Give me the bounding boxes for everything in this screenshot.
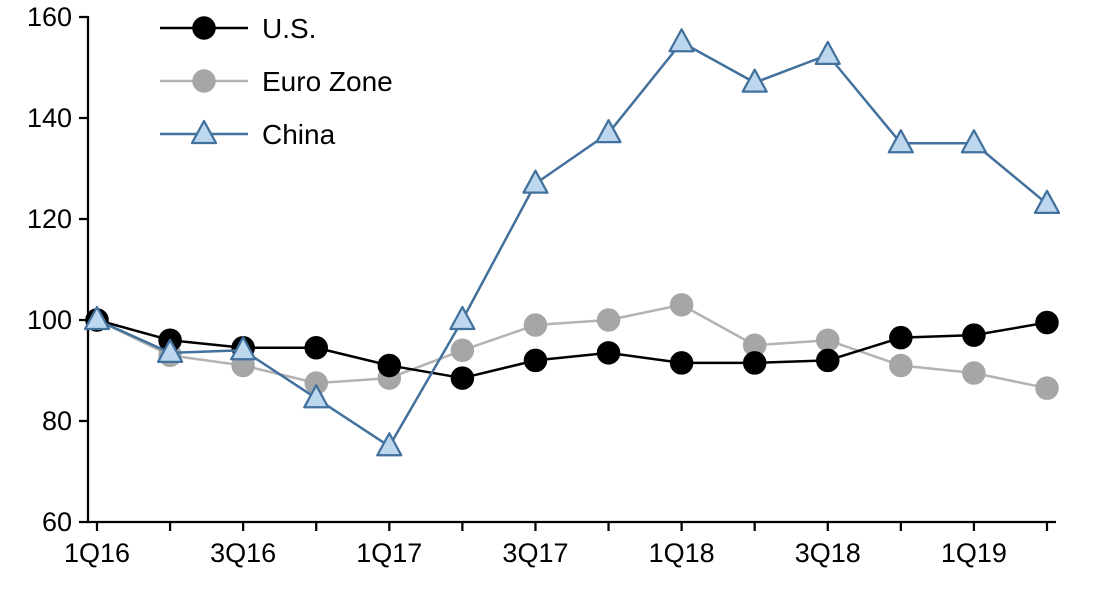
- euro-zone-marker: [669, 293, 694, 317]
- u-s-marker: [962, 323, 986, 347]
- legend-label: China: [262, 119, 336, 150]
- y-tick-label: 80: [42, 406, 72, 436]
- china-marker: [668, 28, 695, 53]
- x-tick-label: 1Q16: [64, 538, 130, 568]
- u-s-marker: [523, 348, 548, 373]
- u-s-marker: [742, 351, 767, 375]
- china-marker: [741, 68, 768, 93]
- u-s-marker: [889, 325, 913, 350]
- legend-item-china: China: [160, 119, 336, 150]
- u-s-marker: [1035, 310, 1059, 335]
- x-tick-label: 1Q17: [356, 538, 422, 568]
- euro-zone-marker: [1035, 376, 1059, 400]
- china-marker: [1033, 189, 1061, 214]
- euro-zone-line: [95, 303, 1049, 390]
- axes: 60 80 100 120 140 160 1Q16 3Q16 1Q17 3Q17 1Q18 3Q18…: [27, 2, 1056, 568]
- china-marker: [960, 129, 988, 154]
- x-axis-ticks: 1Q16 3Q16 1Q17 3Q17 1Q18 3Q18 1Q19: [64, 522, 1049, 568]
- legend-label: U.S.: [262, 13, 316, 44]
- euro-zone-marker: [889, 353, 913, 378]
- china-marker: [522, 169, 549, 194]
- u-s-line: [95, 318, 1049, 380]
- china-line: [95, 41, 1049, 448]
- u-s-marker: [377, 353, 402, 378]
- euro-zone-marker: [962, 361, 986, 385]
- euro-zone-marker: [192, 69, 216, 93]
- china-marker: [83, 305, 111, 331]
- y-tick-label: 100: [27, 305, 72, 335]
- euro-zone-marker: [523, 313, 548, 337]
- euro-zone-marker: [450, 338, 475, 363]
- china-series: [83, 28, 1061, 457]
- china-marker: [887, 129, 914, 154]
- china-marker: [376, 432, 403, 457]
- china-marker: [230, 336, 257, 361]
- y-tick-label: 60: [42, 507, 72, 537]
- y-axis-ticks: 60 80 100 120 140 160: [27, 2, 88, 537]
- y-tick-label: 120: [27, 204, 72, 234]
- euro-zone-marker: [596, 308, 621, 332]
- china-marker: [156, 338, 184, 363]
- legend-label: Euro Zone: [262, 66, 393, 97]
- u-s-marker: [192, 16, 216, 40]
- x-tick-label: 3Q17: [502, 538, 568, 568]
- x-tick-label: 1Q19: [941, 538, 1007, 568]
- u-s-series: [85, 308, 1059, 390]
- legend-item-u-s: U.S.: [160, 13, 316, 44]
- u-s-marker: [596, 341, 621, 365]
- x-tick-label: 3Q16: [210, 538, 276, 568]
- y-tick-label: 140: [27, 103, 72, 133]
- u-s-marker: [669, 351, 694, 375]
- china-marker: [595, 119, 622, 144]
- legend-item-euro-zone: Euro Zone: [160, 66, 393, 97]
- euro-zone-marker: [816, 328, 840, 352]
- legend: U.S. Euro Zone China: [160, 13, 393, 150]
- u-s-marker: [450, 366, 475, 390]
- x-tick-label: 1Q18: [649, 538, 715, 568]
- u-s-marker: [816, 348, 840, 373]
- china-marker: [814, 40, 841, 65]
- u-s-marker: [304, 336, 328, 360]
- china-marker: [190, 119, 218, 145]
- china-marker: [449, 305, 476, 331]
- china-marker: [303, 384, 330, 409]
- x-tick-label: 3Q18: [795, 538, 861, 568]
- y-tick-label: 160: [27, 2, 72, 32]
